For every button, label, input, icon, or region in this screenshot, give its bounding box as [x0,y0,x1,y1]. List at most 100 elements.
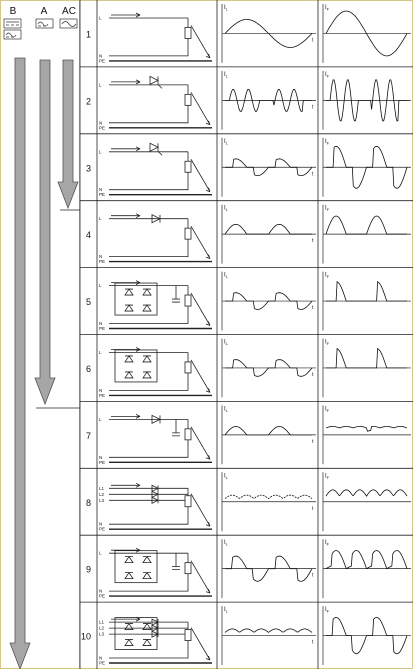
waveform [224,494,313,500]
type-icons [3,18,78,40]
time-label: t [312,640,314,646]
circuit [109,213,212,263]
time-label: t [312,439,314,445]
circuit [109,75,212,129]
circuit-label: N [99,522,102,527]
axis-label: IF [325,340,330,347]
axis-label-subscript: L [226,140,229,145]
circuit-label: L [99,551,102,556]
axis-label-subscript: L [226,341,229,346]
circuit [109,12,212,62]
circuit [109,414,212,463]
axis-label: IL [224,206,229,213]
circuit-label: N [99,321,102,326]
waveform [224,628,313,633]
diode [124,622,134,630]
waveform [326,616,408,655]
axis-label: IF [325,473,330,480]
circuit-label: PE [99,326,105,331]
diode [142,371,152,379]
waveform [325,215,407,235]
rectifier [114,349,158,383]
load [184,227,192,240]
diode [124,638,134,646]
arrows [9,57,79,669]
time-label: t [312,573,314,579]
axis-label: IL [224,5,229,12]
axis-label: IF [325,72,330,79]
current-arrow [111,482,141,488]
axis-label: IL [224,540,229,547]
axis-label: IF [325,540,330,547]
axis-label: IF [325,5,330,12]
diode [142,355,152,363]
time-label: t [312,506,314,512]
axis-label: IF [325,607,330,614]
column-header: B [10,6,17,17]
diode [142,555,152,564]
column-header: AC [62,6,76,17]
diode [124,355,134,363]
waveform [224,426,312,436]
load [184,93,192,106]
axis-label: IL [224,139,229,146]
axis-label: IF [325,406,330,413]
diode [124,304,134,312]
circuit-label: PE [99,661,105,666]
axis-label: IL [224,607,229,614]
diode [142,571,152,580]
time-label: t [312,238,314,244]
capacitor [172,285,180,303]
diode [142,304,152,312]
circuit-label: N [99,254,102,259]
circuit-label: L [99,216,102,221]
circuit-label: N [99,53,102,58]
axis-label: IL [224,340,229,347]
current-arrow [111,146,141,152]
row-number: 6 [86,364,91,374]
waveform [225,292,313,310]
circuit-label: PE [99,527,105,532]
circuit-label: N [99,656,102,661]
fault-arrow [190,359,211,393]
circuit [109,347,212,397]
circuit-label: PE [99,192,105,197]
diode [151,630,159,638]
row-number: 3 [86,163,91,173]
capacitor [172,419,180,437]
axis-label-subscript: F [327,207,330,212]
waveform [325,10,408,57]
waveform [224,223,312,235]
rectifier [114,282,158,316]
row-number: 9 [86,565,91,575]
axis-label-subscript: L [226,408,229,413]
diode [142,288,152,296]
circuit-label: N [99,120,102,125]
capacitor [172,553,180,571]
axis-label-subscript: F [327,274,330,279]
circuit-label: PE [99,460,105,465]
axis-label-subscript: L [226,475,229,480]
row-number: 2 [86,96,91,106]
load [184,629,192,641]
diode [151,214,161,224]
current-arrow [111,213,141,219]
diode [151,624,159,632]
waveform [326,347,407,369]
rectifier [114,550,158,584]
axis-label-subscript: L [226,73,229,78]
row-number: 10 [81,632,91,642]
circuit-label: PE [99,259,105,264]
axis-label: IL [224,406,229,413]
row-number: 5 [86,297,91,307]
circuit-label: N [99,455,102,460]
circuit-label: L1 [99,620,105,625]
waveform [326,79,407,122]
time-label: t [312,171,314,177]
axis-label: IF [325,206,330,213]
axis-label-subscript: L [226,207,229,212]
diode [124,571,134,580]
waveform [325,426,408,432]
row-number: 7 [86,431,91,441]
